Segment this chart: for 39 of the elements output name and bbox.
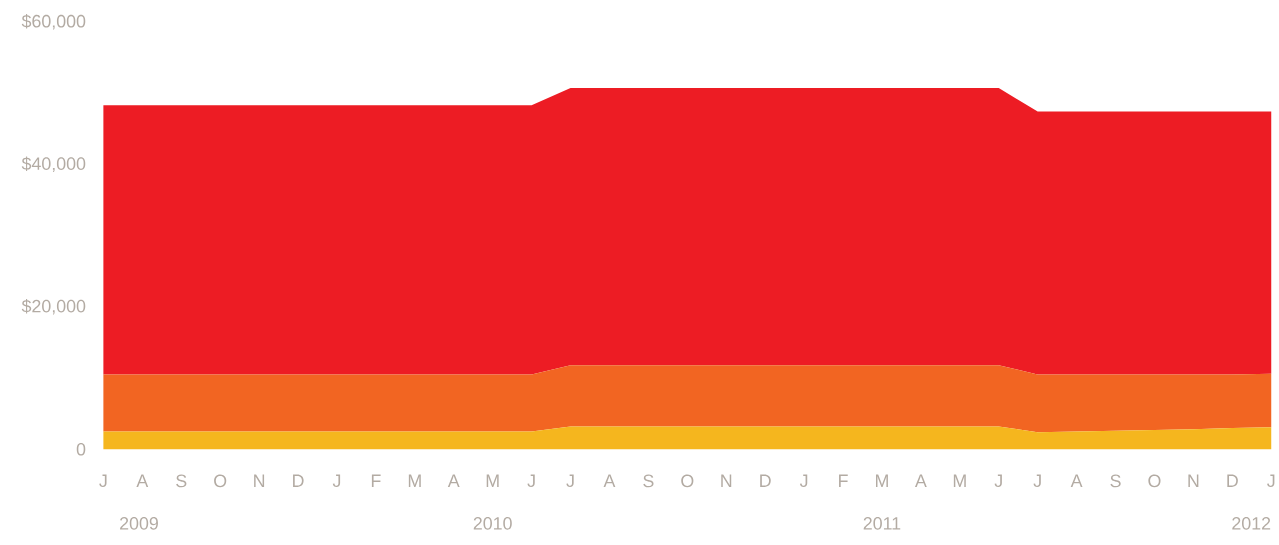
y-tick-label: $40,000 (21, 156, 86, 173)
x-tick-label: D (760, 474, 771, 488)
y-tick-label: 0 (76, 443, 86, 456)
x-tick-label: A (447, 474, 460, 488)
x-tick-label: J (332, 474, 341, 488)
x-tick-label: J (1033, 474, 1041, 488)
x-tick-label: F (371, 474, 381, 488)
text: 2010 (473, 517, 512, 530)
x-tick-label: D (1227, 474, 1238, 488)
x-tick-label: O (681, 474, 694, 488)
x-tick-label: J (99, 474, 107, 488)
x-tick-label: M (408, 474, 421, 488)
text: 2012 (1232, 517, 1271, 530)
x-tick-label: A (914, 474, 927, 488)
x-tick-label: S (643, 474, 654, 488)
x-tick-label: A (136, 474, 149, 488)
text: 2011 (863, 517, 901, 530)
x-tick-label: J (1267, 474, 1275, 488)
x-tick-label: O (1148, 474, 1161, 488)
text: 2009 (120, 517, 158, 530)
x-tick-label: J (799, 474, 808, 488)
x-tick-label: J (527, 474, 535, 488)
x-tick-label: D (293, 474, 304, 488)
y-tick-label: $60,000 (21, 14, 86, 30)
x-tick-label: N (721, 474, 732, 488)
x-tick-label: M (875, 474, 888, 488)
x-tick-label: N (254, 474, 265, 488)
x-tick-label: S (1110, 474, 1121, 488)
x-tick-label: J (994, 474, 1002, 488)
x-tick-label: A (1070, 474, 1083, 488)
x-tick-label: N (1188, 474, 1199, 488)
x-tick-label: A (603, 474, 616, 488)
x-tick-label: M (953, 474, 966, 488)
x-tick-label: S (176, 474, 187, 488)
x-tick-label: M (486, 474, 499, 488)
y-tick-label: $20,000 (21, 299, 86, 315)
x-tick-label: F (839, 474, 848, 488)
x-tick-label: O (214, 474, 227, 488)
x-tick-label: J (566, 474, 574, 488)
